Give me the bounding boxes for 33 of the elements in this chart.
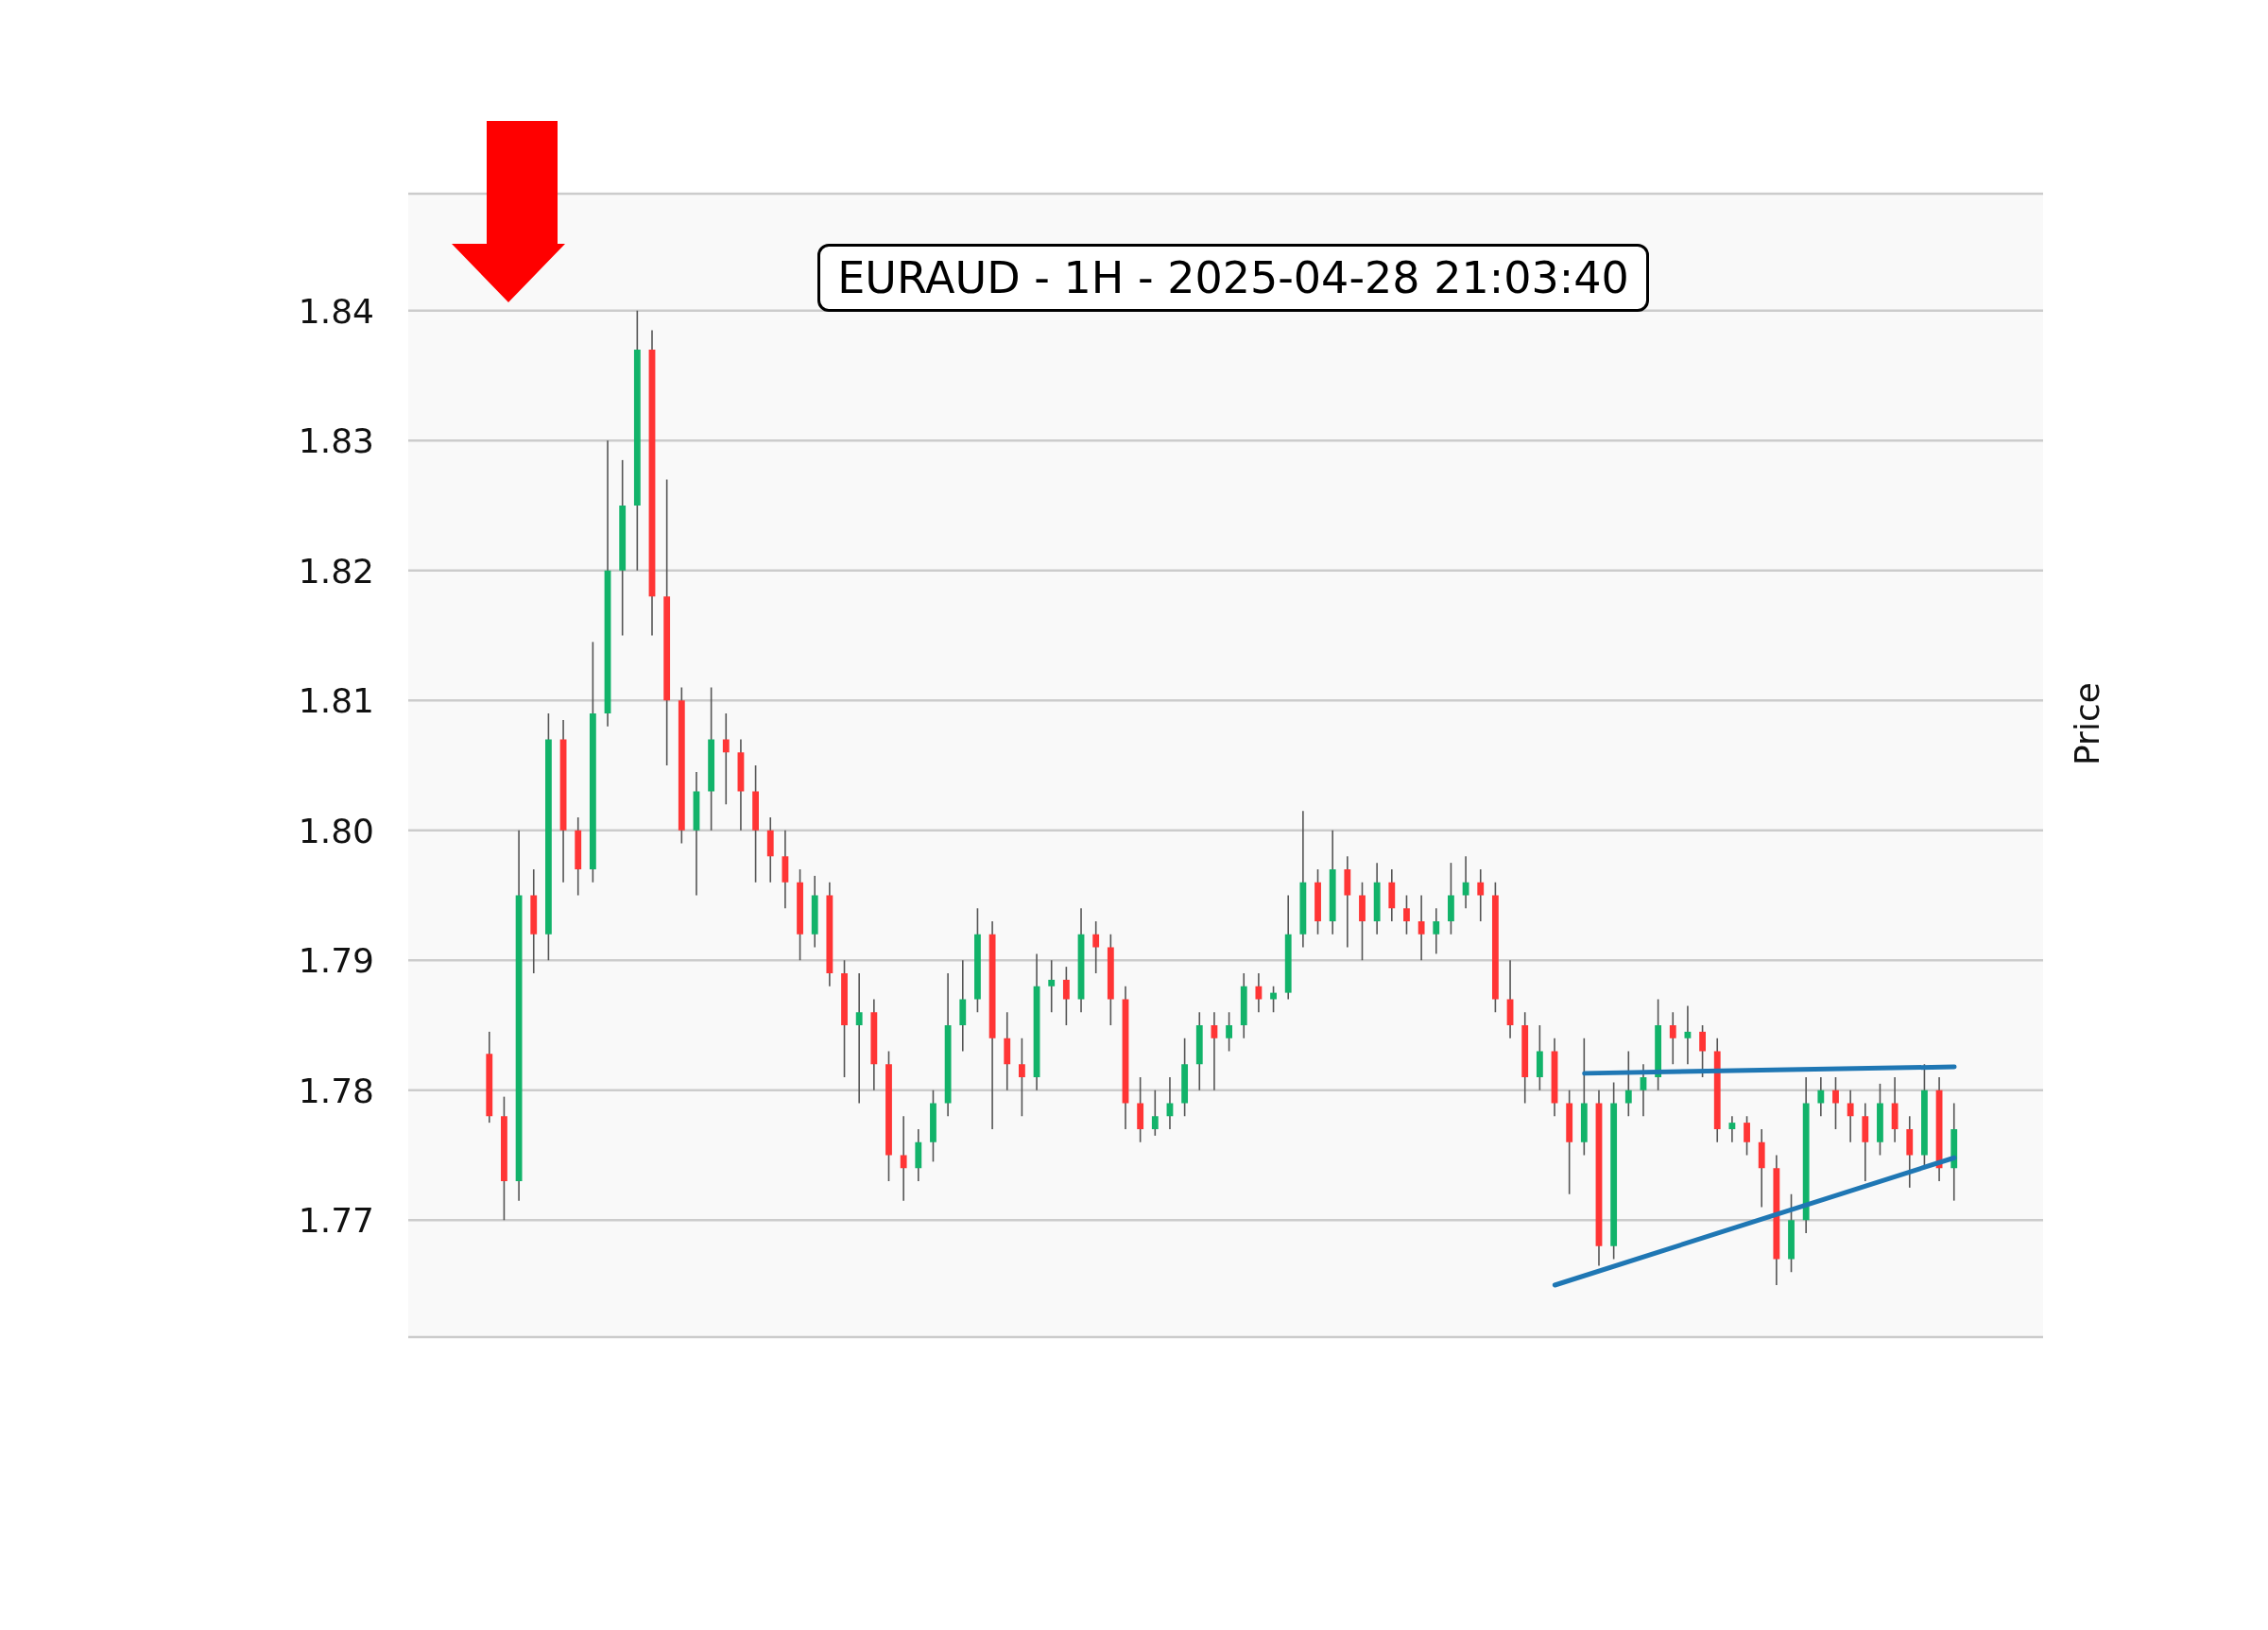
candlestick xyxy=(1477,868,1485,922)
candlestick xyxy=(1062,966,1070,1026)
y-tick-label: 1.84 xyxy=(298,291,374,331)
candlestick xyxy=(900,1115,907,1202)
y-tick-label: 1.77 xyxy=(298,1201,374,1241)
candlestick xyxy=(1151,1089,1159,1137)
y-tick-label: 1.79 xyxy=(298,941,374,981)
candlestick xyxy=(1669,1011,1676,1066)
candlestick xyxy=(1699,1024,1706,1078)
y-tick-label: 1.82 xyxy=(298,551,374,591)
y-tick-label: 1.80 xyxy=(298,811,374,850)
y-tick-label: 1.81 xyxy=(298,681,374,721)
candlestick xyxy=(1270,985,1277,1014)
text: EURAUD - 1H - 2025-04-28 21:03:40 xyxy=(817,244,1649,312)
candlestick xyxy=(1018,1037,1025,1118)
candlestick xyxy=(1847,1089,1854,1143)
candlestick xyxy=(1817,1076,1825,1118)
candlestick xyxy=(1226,1011,1232,1053)
y-axis-title: Price xyxy=(2067,682,2106,765)
y-tick-label: 1.78 xyxy=(298,1071,374,1110)
y-tick-label: 1.83 xyxy=(298,421,374,461)
candlestick xyxy=(1744,1115,1750,1157)
candlestick xyxy=(1255,972,1263,1014)
candlestick xyxy=(1728,1115,1736,1143)
candlestick xyxy=(1403,894,1410,935)
candlestick xyxy=(722,712,730,806)
candlestick xyxy=(1418,894,1425,962)
candlestick xyxy=(1832,1076,1839,1130)
candlestick xyxy=(1433,907,1440,955)
candlestick xyxy=(855,972,863,1105)
candlestick xyxy=(1624,1050,1632,1118)
candlestick xyxy=(1048,959,1056,1014)
candlestick xyxy=(1092,920,1100,974)
